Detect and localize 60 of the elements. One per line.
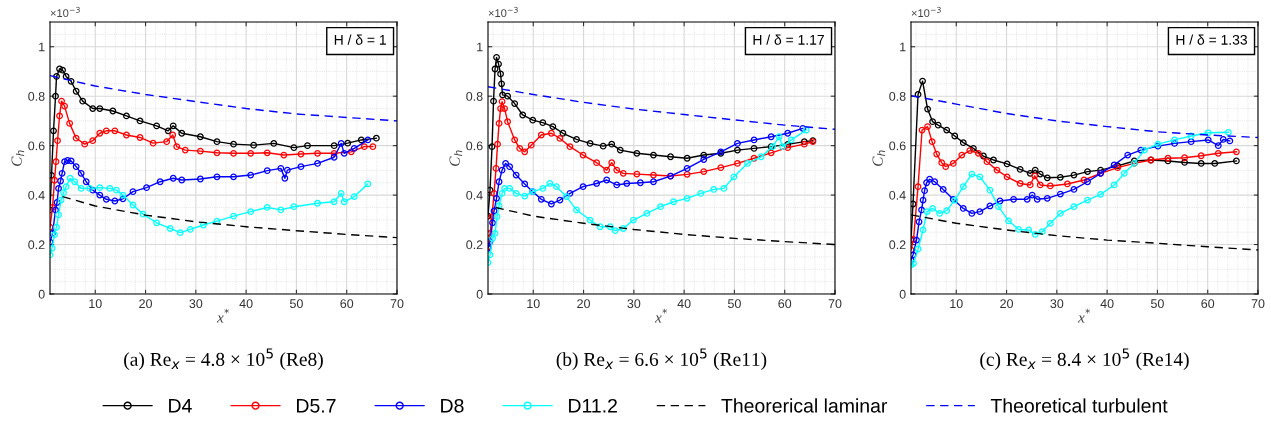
x-tick-label: 50 — [727, 299, 741, 309]
y-tick-label: 0.2 — [28, 240, 45, 250]
y-tick-label: 0.6 — [889, 141, 906, 151]
x-tick-label: 40 — [1100, 299, 1114, 309]
x-tick-label: 10 — [89, 299, 102, 309]
legend-label: D5.7 — [297, 399, 336, 413]
x-tick-label: 20 — [1000, 299, 1014, 309]
x-tick-label: 20 — [139, 299, 153, 309]
legend-label: D4 — [169, 399, 192, 413]
y-tick-label: 0.4 — [466, 190, 483, 200]
x-tick-label: 70 — [390, 299, 404, 309]
y-tick-label: 0.8 — [466, 91, 483, 101]
y-tick-label: 1 — [39, 42, 45, 52]
text: ×10$^{−3}$ — [488, 6, 518, 17]
x-axis-title: x$^{*}$ — [1077, 308, 1091, 323]
x-tick-label: 30 — [1050, 299, 1064, 309]
y-tick-label: 0 — [38, 289, 45, 299]
y-tick-label: 0.8 — [889, 91, 906, 101]
x-tick-label: 50 — [1150, 299, 1164, 309]
y-tick-label: 0 — [476, 289, 483, 299]
x-axis-title: x$^{*}$ — [654, 308, 668, 323]
x-axis-title: x$^{*}$ — [216, 308, 230, 323]
x-tick-label: 70 — [1251, 299, 1265, 309]
y-tick-label: 0.6 — [466, 141, 483, 151]
x-tick-label: 40 — [239, 299, 253, 309]
x-tick-label: 50 — [289, 299, 303, 309]
annotation: H / δ = 1.33 — [1176, 34, 1247, 45]
y-tick-label: 0 — [899, 289, 906, 299]
x-tick-label: 10 — [527, 299, 540, 309]
y-axis-title: C$_{h}$ — [11, 150, 25, 166]
text: (a) Re$_{x}$ = 4.8 × 10$^{5}$ (Re8) — [124, 348, 323, 370]
annotation: H / δ = 1 — [334, 34, 386, 45]
y-tick-label: 0.4 — [28, 190, 45, 200]
legend-label: Theorerical laminar — [721, 398, 888, 413]
y-axis-title: C$_{h}$ — [872, 150, 886, 166]
text: (c) Re$_{x}$ = 8.4 × 10$^{5}$ (Re14) — [980, 348, 1189, 370]
text: ×10$^{−3}$ — [50, 6, 80, 17]
legend-label: Theoretical turbulent — [990, 398, 1168, 413]
y-tick-label: 0.2 — [466, 240, 483, 250]
y-tick-label: 0.6 — [28, 141, 45, 151]
y-tick-label: 0.4 — [889, 190, 906, 200]
x-tick-label: 60 — [778, 299, 792, 309]
legend-label: D11.2 — [569, 398, 617, 413]
y-tick-label: 1 — [477, 42, 483, 52]
x-tick-label: 60 — [1201, 299, 1215, 309]
annotation: H / δ = 1.17 — [753, 34, 824, 45]
x-tick-label: 20 — [577, 299, 591, 309]
y-tick-label: 1 — [900, 42, 906, 52]
x-tick-label: 40 — [677, 299, 691, 309]
y-tick-label: 0.8 — [28, 91, 45, 101]
legend-label: D8 — [441, 398, 464, 413]
text: ×10$^{−3}$ — [911, 6, 941, 17]
x-tick-label: 30 — [189, 299, 203, 309]
text: (b) Re$_{x}$ = 6.6 × 10$^{5}$ (Re11) — [556, 348, 767, 370]
x-tick-label: 30 — [627, 299, 641, 309]
y-tick-label: 0.2 — [889, 240, 906, 250]
y-axis-title: C$_{h}$ — [449, 150, 463, 166]
x-tick-label: 70 — [828, 299, 842, 309]
x-tick-label: 10 — [950, 299, 963, 309]
x-tick-label: 60 — [340, 299, 354, 309]
